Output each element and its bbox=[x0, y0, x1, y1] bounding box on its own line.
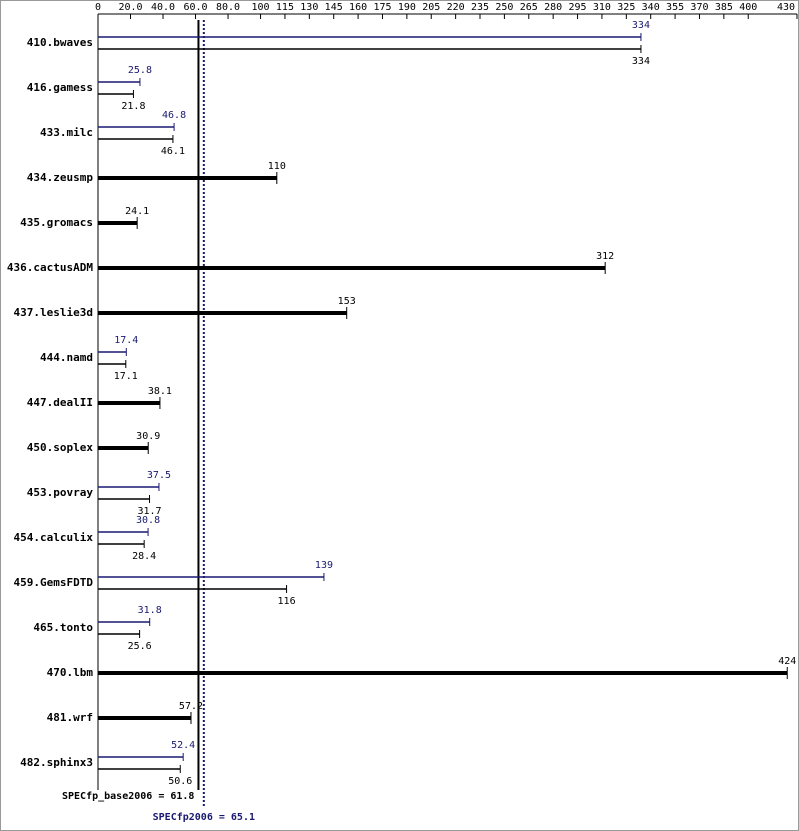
value-label: 312 bbox=[596, 251, 614, 262]
x-tick-label: 310 bbox=[593, 2, 611, 13]
value-label: 52.4 bbox=[171, 740, 195, 751]
value-label: 25.8 bbox=[128, 65, 152, 76]
x-tick-label: 355 bbox=[666, 2, 684, 13]
category-label: 437.leslie3d bbox=[14, 306, 93, 319]
category-label: 481.wrf bbox=[47, 711, 93, 724]
base-score-label: SPECfp_base2006 = 61.8 bbox=[62, 791, 194, 802]
x-tick-label: 340 bbox=[642, 2, 660, 13]
value-label: 17.4 bbox=[114, 335, 138, 346]
category-label: 470.lbm bbox=[47, 666, 94, 679]
value-label: 31.7 bbox=[137, 506, 161, 517]
x-tick-label: 235 bbox=[471, 2, 489, 13]
category-label: 453.povray bbox=[27, 486, 94, 499]
x-tick-label: 295 bbox=[569, 2, 587, 13]
x-tick-label: 325 bbox=[617, 2, 635, 13]
value-label: 139 bbox=[315, 560, 333, 571]
value-label: 334 bbox=[632, 56, 650, 67]
peak-score-label: SPECfp2006 = 65.1 bbox=[153, 812, 255, 823]
x-tick-label: 20.0 bbox=[118, 2, 142, 13]
x-tick-label: 430 bbox=[777, 2, 795, 13]
x-tick-label: 190 bbox=[398, 2, 416, 13]
category-label: 447.dealII bbox=[27, 396, 93, 409]
x-tick-label: 250 bbox=[495, 2, 513, 13]
category-label: 465.tonto bbox=[33, 621, 93, 634]
x-tick-label: 100 bbox=[252, 2, 270, 13]
x-tick-label: 160 bbox=[349, 2, 367, 13]
value-label: 424 bbox=[778, 656, 796, 667]
value-label: 50.6 bbox=[168, 776, 192, 787]
value-label: 17.1 bbox=[114, 371, 138, 382]
x-tick-label: 220 bbox=[447, 2, 465, 13]
value-label: 25.6 bbox=[128, 641, 152, 652]
x-tick-label: 130 bbox=[300, 2, 318, 13]
category-label: 433.milc bbox=[40, 126, 93, 139]
value-label: 24.1 bbox=[125, 206, 149, 217]
category-label: 410.bwaves bbox=[27, 36, 93, 49]
value-label: 110 bbox=[268, 161, 286, 172]
value-label: 334 bbox=[632, 20, 650, 31]
x-tick-label: 385 bbox=[715, 2, 733, 13]
category-label: 416.gamess bbox=[27, 81, 93, 94]
category-label: 482.sphinx3 bbox=[20, 756, 93, 769]
value-label: 31.8 bbox=[138, 605, 162, 616]
x-tick-label: 400 bbox=[739, 2, 757, 13]
value-label: 116 bbox=[278, 596, 296, 607]
value-label: 57.2 bbox=[179, 701, 203, 712]
value-label: 46.8 bbox=[162, 110, 186, 121]
category-label: 459.GemsFDTD bbox=[14, 576, 94, 589]
value-label: 37.5 bbox=[147, 470, 171, 481]
category-label: 450.soplex bbox=[27, 441, 94, 454]
x-tick-label: 265 bbox=[520, 2, 538, 13]
value-label: 30.8 bbox=[136, 515, 160, 526]
x-tick-label: 370 bbox=[690, 2, 708, 13]
x-tick-label: 80.0 bbox=[216, 2, 240, 13]
category-label: 444.namd bbox=[40, 351, 93, 364]
x-tick-label: 60.0 bbox=[183, 2, 207, 13]
value-label: 30.9 bbox=[136, 431, 160, 442]
value-label: 38.1 bbox=[148, 386, 172, 397]
x-tick-label: 205 bbox=[422, 2, 440, 13]
x-tick-label: 280 bbox=[544, 2, 562, 13]
x-tick-label: 0 bbox=[95, 2, 101, 13]
value-label: 46.1 bbox=[161, 146, 185, 157]
value-label: 21.8 bbox=[121, 101, 145, 112]
category-label: 454.calculix bbox=[14, 531, 94, 544]
category-label: 435.gromacs bbox=[20, 216, 93, 229]
x-tick-label: 145 bbox=[325, 2, 343, 13]
value-label: 28.4 bbox=[132, 551, 156, 562]
category-label: 436.cactusADM bbox=[7, 261, 93, 274]
category-label: 434.zeusmp bbox=[27, 171, 94, 184]
x-tick-label: 175 bbox=[373, 2, 391, 13]
x-tick-label: 40.0 bbox=[151, 2, 175, 13]
value-label: 153 bbox=[338, 296, 356, 307]
x-tick-label: 115 bbox=[276, 2, 294, 13]
